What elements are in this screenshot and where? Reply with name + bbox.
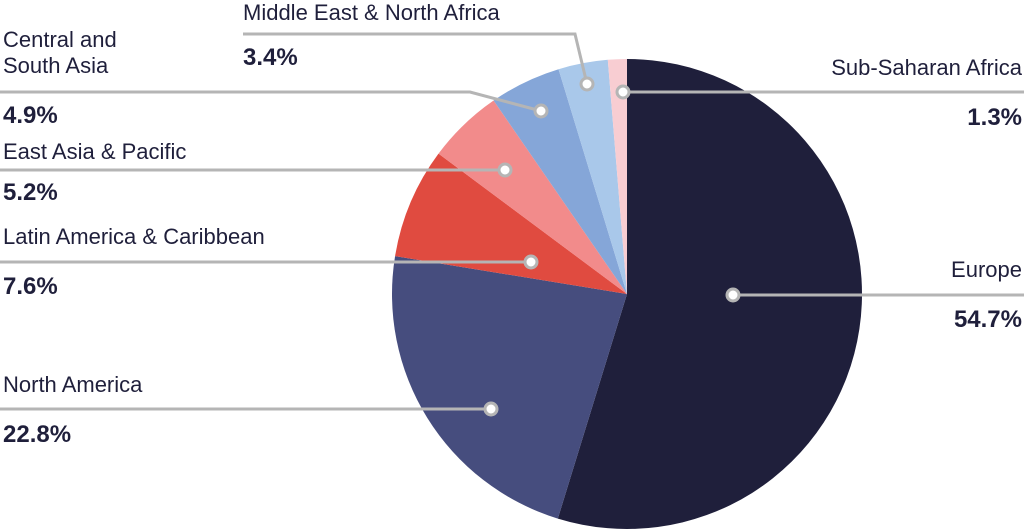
category-label: Sub-Saharan Africa — [831, 55, 1022, 80]
pie-slice — [438, 100, 627, 295]
leader-dot — [483, 401, 499, 417]
category-label: Central and South Asia — [3, 27, 117, 78]
leader-dot — [523, 254, 539, 270]
pie-slice — [392, 256, 627, 519]
pie-slice — [557, 59, 862, 529]
leader-dot — [615, 84, 631, 100]
value-label: 3.4% — [243, 44, 298, 71]
pie-slice — [558, 59, 627, 294]
value-label: 22.8% — [3, 421, 72, 448]
value-label: 7.6% — [3, 273, 58, 300]
category-label: North America — [3, 372, 143, 397]
category-label: Latin America & Caribbean — [3, 224, 265, 249]
category-label: Europe — [951, 257, 1022, 282]
value-label: 4.9% — [3, 102, 58, 129]
pie-slice — [607, 59, 627, 294]
pie-slice — [493, 69, 627, 294]
leader-line — [243, 32, 589, 85]
value-label: 54.7% — [953, 306, 1022, 333]
category-label: East Asia & Pacific — [3, 139, 187, 164]
value-label: 5.2% — [3, 179, 58, 206]
leader-dot — [533, 103, 549, 119]
leader-line — [0, 90, 542, 113]
leader-dot — [579, 76, 595, 92]
pie-slice — [395, 153, 627, 294]
category-label: Middle East & North Africa — [243, 0, 500, 25]
leader-dot — [725, 287, 741, 303]
leader-dot — [497, 162, 513, 178]
value-label: 1.3% — [967, 104, 1022, 131]
